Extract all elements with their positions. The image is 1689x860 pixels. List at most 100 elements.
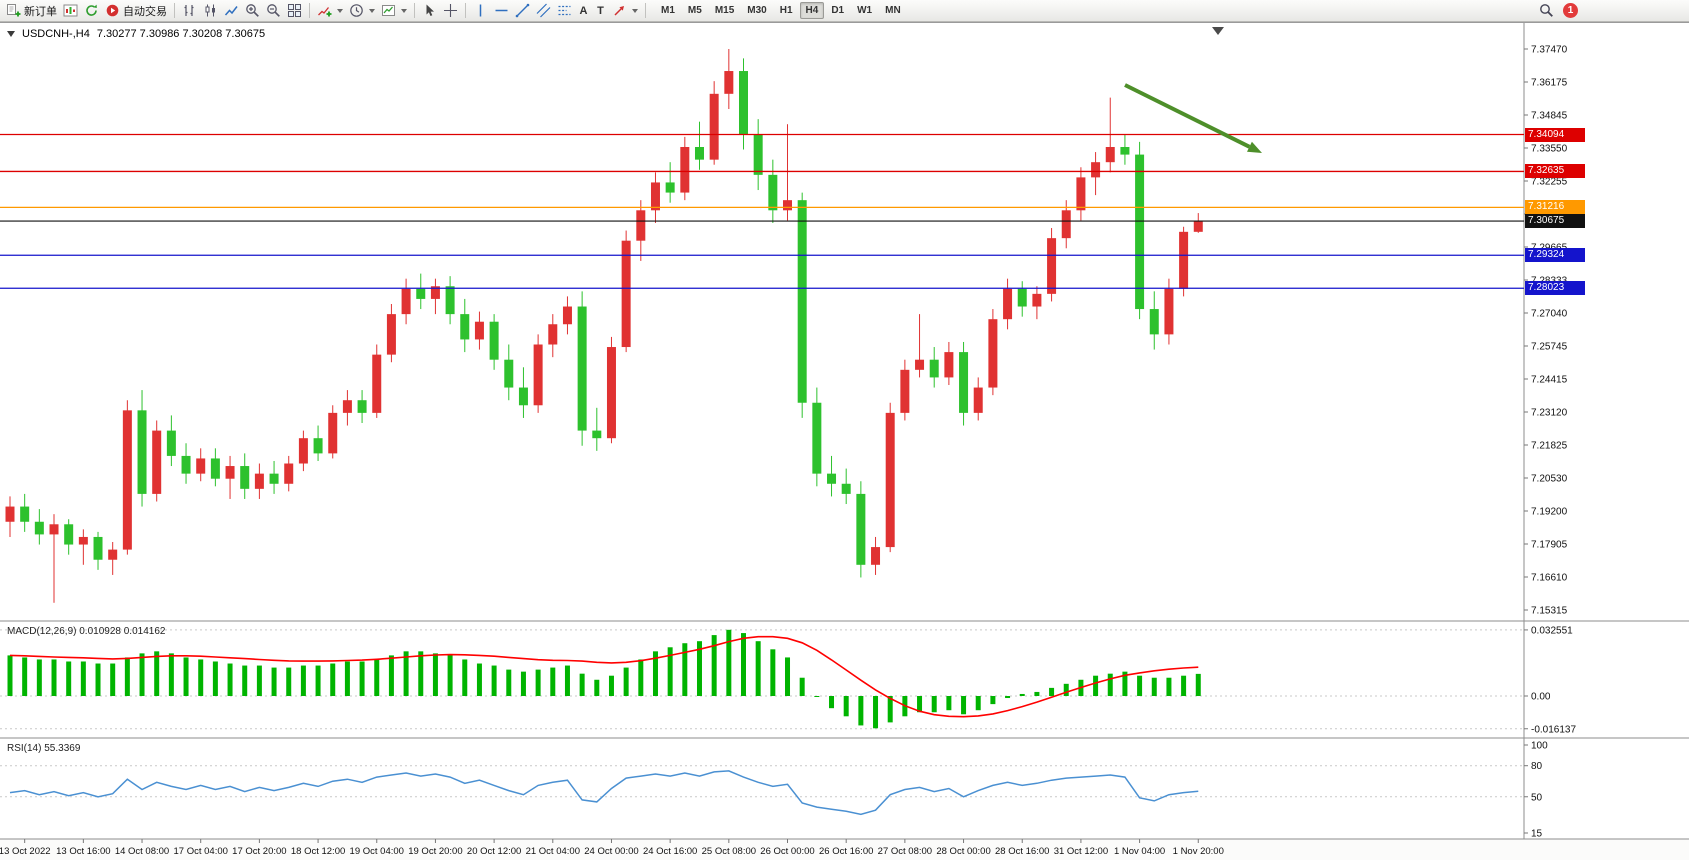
time-axis-label: 31 Oct 12:00 [1054, 846, 1108, 857]
candle-body [929, 359, 939, 378]
chart-window-button[interactable] [60, 1, 81, 20]
macd-histogram-bar [212, 661, 218, 696]
candle-body [269, 473, 279, 484]
macd-histogram-bar [1034, 691, 1040, 696]
hline-price-tag: 7.29324 [1525, 248, 1585, 263]
candle-body [841, 483, 851, 494]
time-axis-label: 14 Oct 08:00 [115, 846, 169, 857]
main-toolbar: 新订单 自动交易 [0, 0, 1689, 22]
trend-arrow-line[interactable] [1124, 83, 1251, 149]
timeframe-h4[interactable]: H4 [799, 2, 825, 19]
grid-layer [0, 23, 1689, 860]
line-chart-type-button[interactable] [221, 1, 242, 20]
timeframe-m5[interactable]: M5 [687, 5, 702, 16]
timeframe-m1[interactable]: M1 [661, 5, 675, 16]
candlestick-chart-type-button[interactable] [200, 1, 221, 20]
price-axis-label: 7.17905 [1531, 540, 1568, 551]
macd-histogram-bar [359, 661, 365, 696]
macd-histogram-bar [374, 659, 380, 696]
chart-shift-marker[interactable] [1212, 27, 1224, 35]
macd-histogram-bar [579, 673, 585, 696]
candle-body [137, 410, 147, 494]
macd-histogram-bar [403, 651, 409, 696]
dropdown-caret-icon [369, 8, 375, 13]
rsi-axis-label: 15 [1531, 829, 1543, 840]
cursor-button[interactable] [419, 1, 440, 20]
trendline-tool-button[interactable] [512, 1, 533, 20]
candle-body [724, 71, 734, 94]
chart-background[interactable] [0, 23, 1689, 860]
refresh-button[interactable] [81, 1, 102, 20]
time-axis-label: 20 Oct 12:00 [467, 846, 521, 857]
chart-canvas[interactable]: 7.374707.361757.348457.335507.322557.309… [0, 23, 1689, 860]
horizontal-line-tool-button[interactable] [491, 1, 512, 20]
price-axis-label: 7.34845 [1531, 111, 1568, 122]
autotrade-button[interactable]: 自动交易 [102, 1, 170, 20]
candle-body [783, 200, 793, 211]
crosshair-button[interactable] [440, 1, 461, 20]
candle-body [1061, 210, 1071, 239]
text-tool-button[interactable]: A [575, 1, 592, 20]
candle-body [328, 412, 338, 454]
candle-body [20, 506, 30, 522]
candle-body [34, 521, 44, 535]
dropdown-caret-icon [632, 8, 638, 13]
channel-tool-button[interactable] [533, 1, 554, 20]
chart-menu-caret-icon[interactable] [7, 31, 15, 37]
candle-body [152, 430, 162, 494]
objects-layer [0, 27, 1524, 289]
macd-histogram-bar [873, 696, 879, 729]
rsi-line [9, 770, 1199, 816]
candle-body [915, 359, 925, 370]
time-axis-label: 18 Oct 12:00 [291, 846, 345, 857]
tile-windows-icon [288, 4, 301, 17]
dropdown-caret-icon [401, 8, 407, 13]
indicators-button[interactable] [314, 1, 346, 20]
templates-button[interactable] [378, 1, 410, 20]
macd-histogram-bar [1093, 675, 1099, 696]
timeframe-m15[interactable]: M15 [714, 5, 735, 16]
candle-body [944, 352, 954, 378]
candle-body [342, 400, 352, 413]
macd-histogram-bar [227, 663, 233, 696]
label-tool-button[interactable]: T [592, 1, 609, 20]
notification-badge[interactable]: 1 [1563, 3, 1578, 18]
price-axis-label: 7.24415 [1531, 375, 1568, 386]
zoom-out-button[interactable] [263, 1, 284, 20]
timeframe-mn[interactable]: MN [885, 5, 901, 16]
hline-price-tag: 7.32635 [1525, 164, 1585, 179]
fibonacci-tool-button[interactable] [554, 1, 575, 20]
macd-histogram-bar [652, 651, 658, 696]
timeframe-w1[interactable]: W1 [857, 5, 873, 16]
price-axis-label: 7.33550 [1531, 144, 1568, 155]
timeframe-d1[interactable]: D1 [831, 5, 845, 16]
periods-button[interactable] [346, 1, 378, 20]
time-axis-label: 1 Nov 04:00 [1114, 846, 1165, 857]
zoom-in-button[interactable] [242, 1, 263, 20]
timeframe-m30[interactable]: M30 [747, 5, 767, 16]
candle-body [254, 473, 264, 489]
vertical-line-icon [479, 4, 482, 17]
candle-body [445, 286, 455, 315]
price-axis-label: 7.36175 [1531, 78, 1568, 89]
macd-histogram-bar [183, 657, 189, 696]
bar-chart-type-button[interactable] [179, 1, 200, 20]
time-axis-label: 19 Oct 04:00 [350, 846, 404, 857]
macd-histogram-bar [946, 696, 952, 711]
macd-histogram-bar [491, 665, 497, 696]
timeframe-buttons: M1 M5 M15 M30 H1 H4 D1 W1 MN [655, 2, 907, 19]
tile-windows-button[interactable] [284, 1, 305, 20]
candle-body [636, 210, 646, 241]
candle-body [650, 182, 660, 211]
macd-histogram-bar [564, 665, 570, 696]
timeframe-h1[interactable]: H1 [779, 5, 793, 16]
price-axis-label: 7.29665 [1531, 243, 1568, 254]
search-button[interactable] [1536, 1, 1557, 20]
rsi-axis-label: 50 [1531, 792, 1543, 803]
vertical-line-tool-button[interactable] [470, 1, 491, 20]
arrows-tool-button[interactable] [609, 1, 641, 20]
indicators-icon [318, 7, 332, 17]
new-order-button[interactable]: 新订单 [3, 1, 60, 20]
chart-title: USDCNH-,H4 7.30277 7.30986 7.30208 7.306… [7, 28, 265, 40]
macd-histogram-bar [1137, 675, 1143, 696]
